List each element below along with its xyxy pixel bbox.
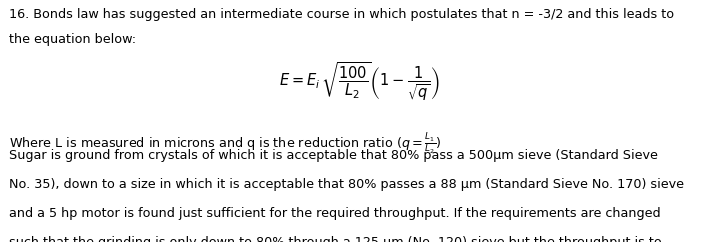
Text: Where L is measured in microns and q is the reduction ratio $(q = \frac{L_1}{L_2: Where L is measured in microns and q is … xyxy=(9,131,441,156)
Text: the equation below:: the equation below: xyxy=(9,33,136,46)
Text: 16. Bonds law has suggested an intermediate course in which postulates that n = : 16. Bonds law has suggested an intermedi… xyxy=(9,8,674,22)
Text: such that the grinding is only down to 80% through a 125 μm (No. 120) sieve but : such that the grinding is only down to 8… xyxy=(9,236,661,242)
Text: No. 35), down to a size in which it is acceptable that 80% passes a 88 μm (Stand: No. 35), down to a size in which it is a… xyxy=(9,178,684,191)
Text: and a 5 hp motor is found just sufficient for the required throughput. If the re: and a 5 hp motor is found just sufficien… xyxy=(9,207,660,220)
Text: $E = E_i\,\sqrt{\dfrac{100}{L_2}}\left(1 - \dfrac{1}{\sqrt{q}}\right)$: $E = E_i\,\sqrt{\dfrac{100}{L_2}}\left(1… xyxy=(279,60,440,103)
Text: Sugar is ground from crystals of which it is acceptable that 80% pass a 500μm si: Sugar is ground from crystals of which i… xyxy=(9,149,657,162)
